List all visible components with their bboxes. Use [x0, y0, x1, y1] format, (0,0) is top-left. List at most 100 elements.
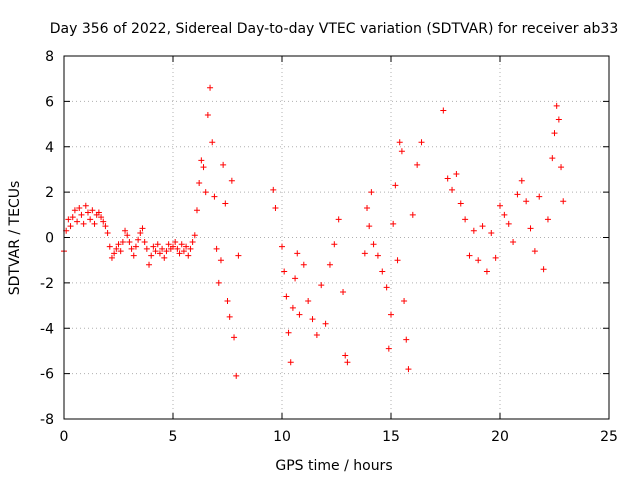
data-point [375, 253, 381, 259]
data-point [290, 305, 296, 311]
data-point [552, 130, 558, 136]
y-axis-label: SDTVAR / TECUs [7, 181, 23, 296]
data-point [401, 298, 407, 304]
y-tick-label: -8 [40, 412, 54, 428]
data-point [362, 250, 368, 256]
data-point [301, 262, 307, 268]
data-point [340, 289, 346, 295]
data-point [519, 178, 525, 184]
data-point [403, 337, 409, 343]
data-point [397, 139, 403, 145]
data-point [399, 148, 405, 154]
data-point [205, 112, 211, 118]
data-point [497, 203, 503, 209]
data-point [207, 85, 213, 91]
data-point [314, 332, 320, 338]
x-tick-label: 15 [382, 429, 400, 445]
data-point [185, 253, 191, 259]
data-point [371, 241, 377, 247]
data-point [545, 216, 551, 222]
data-point [281, 269, 287, 275]
data-point [310, 316, 316, 322]
data-point [344, 359, 350, 365]
data-point [214, 246, 220, 252]
data-point [475, 257, 481, 263]
data-point [419, 139, 425, 145]
data-point [484, 269, 490, 275]
y-tick-label: 2 [45, 185, 54, 201]
data-point [126, 239, 132, 245]
data-point [368, 189, 374, 195]
data-point [395, 257, 401, 263]
axis-ticks: 0 5 10 15 20 25-8-6-4-202468 [40, 49, 618, 445]
data-point [506, 221, 512, 227]
data-point [318, 282, 324, 288]
data-point [142, 239, 148, 245]
data-point [74, 219, 80, 225]
data-point [480, 223, 486, 229]
data-point [331, 241, 337, 247]
data-point [549, 155, 555, 161]
data-point [203, 189, 209, 195]
data-point [222, 200, 228, 206]
x-tick-label: 10 [273, 429, 291, 445]
data-point [471, 228, 477, 234]
data-point [514, 191, 520, 197]
data-point [216, 280, 222, 286]
data-point [379, 269, 385, 275]
data-point [209, 139, 215, 145]
data-point [81, 221, 87, 227]
data-point [336, 216, 342, 222]
grid-lines [64, 56, 609, 419]
data-point [558, 164, 564, 170]
data-point [292, 275, 298, 281]
y-tick-label: 0 [45, 231, 54, 247]
data-point [405, 366, 411, 372]
data-point [286, 330, 292, 336]
data-point [201, 164, 207, 170]
y-tick-label: 8 [45, 49, 54, 65]
y-tick-label: 6 [45, 94, 54, 110]
data-point [296, 312, 302, 318]
data-point [414, 162, 420, 168]
data-point [148, 253, 154, 259]
x-tick-label: 0 [60, 429, 69, 445]
data-point [364, 205, 370, 211]
chart-title: Day 356 of 2022, Sidereal Day-to-day VTE… [50, 21, 619, 37]
data-point [107, 244, 113, 250]
data-point [279, 244, 285, 250]
data-point [227, 314, 233, 320]
y-tick-label: -2 [40, 276, 54, 292]
x-tick-label: 20 [491, 429, 509, 445]
data-point [235, 253, 241, 259]
data-point [493, 255, 499, 261]
data-point [410, 212, 416, 218]
x-axis-label: GPS time / hours [275, 458, 392, 474]
data-point [388, 312, 394, 318]
data-point [131, 253, 137, 259]
data-point [68, 223, 74, 229]
data-points [61, 85, 566, 379]
data-point [440, 107, 446, 113]
data-point [541, 266, 547, 272]
data-point [488, 230, 494, 236]
data-point [458, 200, 464, 206]
data-point [225, 298, 231, 304]
data-point [272, 205, 278, 211]
data-point [229, 178, 235, 184]
sdtvar-chart: Day 356 of 2022, Sidereal Day-to-day VTE… [0, 0, 640, 480]
data-point [294, 250, 300, 256]
data-point [532, 248, 538, 254]
data-point [211, 194, 217, 200]
data-point [510, 239, 516, 245]
y-tick-label: -4 [40, 321, 54, 337]
data-point [218, 257, 224, 263]
data-point [392, 182, 398, 188]
data-point [536, 194, 542, 200]
data-point [288, 359, 294, 365]
x-tick-label: 5 [169, 429, 178, 445]
data-point [386, 346, 392, 352]
data-point [283, 293, 289, 299]
x-tick-label: 25 [600, 429, 618, 445]
data-point [220, 162, 226, 168]
